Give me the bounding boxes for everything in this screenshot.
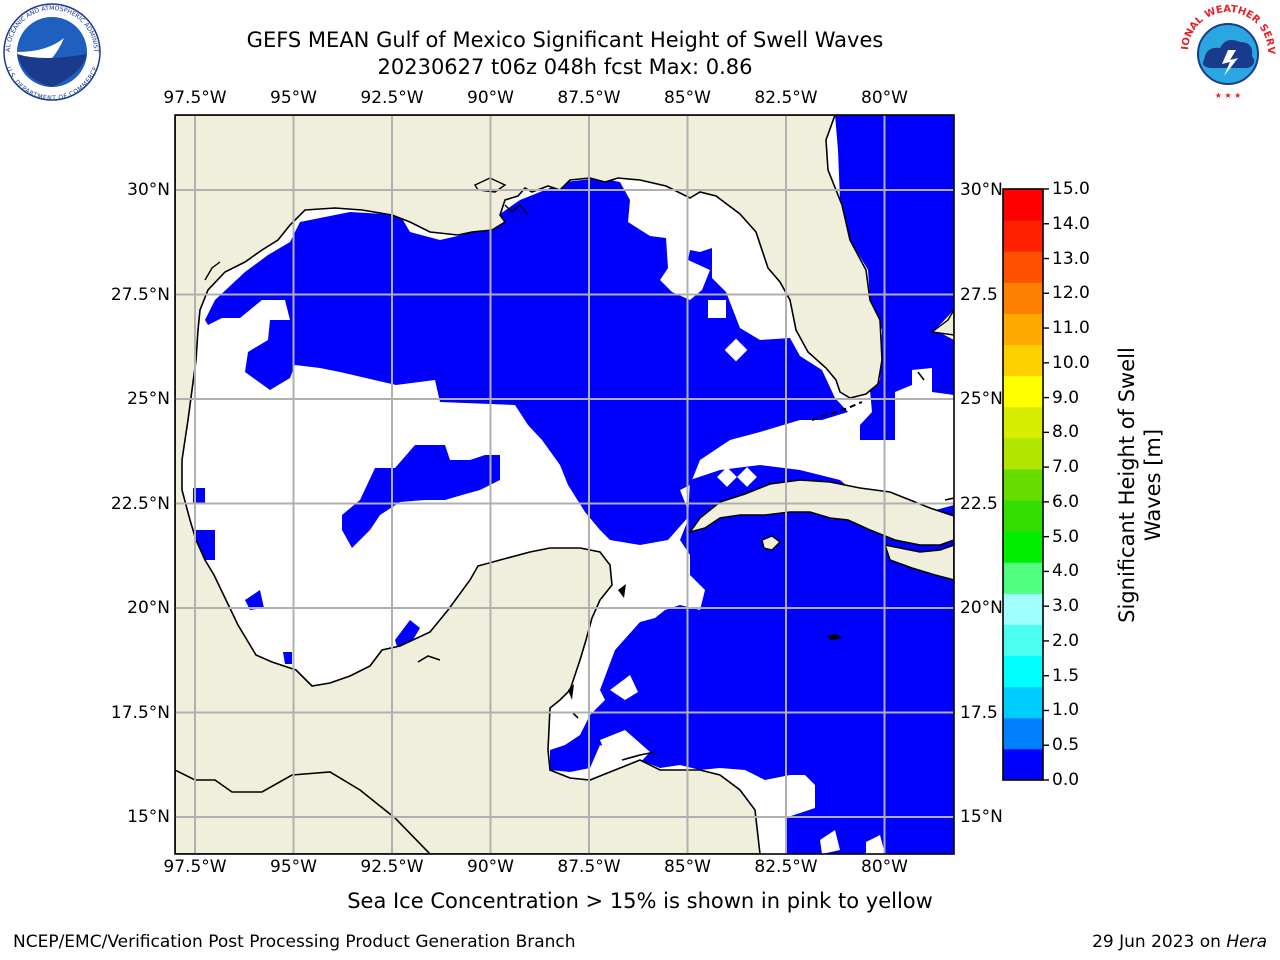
colorbar-band — [1003, 531, 1043, 563]
colorbar-tick-label: 4.0 — [1052, 561, 1080, 582]
swell-region-central — [342, 445, 500, 548]
colorbar-tick-label: 9.0 — [1052, 387, 1080, 408]
colorbar-band — [1003, 593, 1043, 625]
sea-ice-note: Sea Ice Concentration > 15% is shown in … — [347, 889, 933, 913]
map-title: GEFS MEAN Gulf of Mexico Significant Hei… — [246, 28, 884, 52]
longitude-tick-label: 95°W — [270, 88, 317, 108]
longitude-tick-label: 97.5°W — [163, 88, 227, 108]
longitude-tick-label: 97.5°W — [163, 857, 227, 877]
swell-region-caribbean — [550, 465, 954, 854]
colorbar-tick-label: 15.0 — [1052, 179, 1090, 199]
longitude-tick-label: 92.5°W — [360, 88, 424, 108]
longitude-tick-label: 92.5°W — [360, 857, 424, 877]
latitude-tick-label: 30°N — [127, 180, 170, 200]
latitude-tick-label: 15°N — [127, 807, 170, 827]
colorbar-tick-label: 8.0 — [1052, 422, 1080, 443]
nws-logo: NATIONAL WEATHER SERVICE ★ ★ ★ — [1178, 2, 1276, 100]
colorbar-label: Significant Height of Swell Waves [m] — [1115, 347, 1165, 623]
colorbar-band — [1003, 686, 1043, 719]
latitude-tick-label: 30°N — [960, 180, 1003, 200]
latitude-tick-label: 22.5 — [960, 493, 998, 514]
swell-region-atlantic — [835, 115, 954, 440]
longitude-tick-label: 82.5°W — [754, 857, 818, 877]
colorbar-tick-label: 13.0 — [1052, 248, 1090, 269]
colorbar-tick-label: 0.5 — [1052, 735, 1080, 756]
colorbar-band — [1003, 468, 1043, 501]
colorbar-tick-label: 10.0 — [1052, 352, 1090, 373]
colorbar — [1002, 188, 1049, 781]
map-frame — [174, 114, 955, 855]
latitude-tick-label: 27.5°N — [110, 284, 170, 305]
colorbar-band — [1003, 375, 1043, 408]
colorbar-band — [1003, 344, 1043, 377]
longitude-tick-label: 80°W — [861, 857, 908, 877]
longitude-tick-label: 95°W — [270, 857, 317, 877]
longitude-tick-label: 87.5°W — [557, 857, 621, 877]
colorbar-tick-label: 1.0 — [1052, 700, 1080, 721]
colorbar-band — [1003, 220, 1043, 252]
map-gridlines — [175, 115, 954, 854]
latitude-tick-label: 25°N — [960, 389, 1003, 409]
longitude-tick-label: 90°W — [467, 857, 514, 877]
colorbar-band — [1003, 717, 1043, 750]
footer-date: 29 Jun 2023 on Hera — [1092, 932, 1267, 952]
colorbar-band — [1003, 406, 1043, 439]
colorbar-band — [1003, 562, 1043, 594]
colorbar-tick-label: 5.0 — [1052, 526, 1080, 547]
colorbar-tick-label: 11.0 — [1052, 318, 1090, 339]
longitude-tick-label: 87.5°W — [557, 88, 621, 108]
colorbar-band — [1003, 437, 1043, 470]
map-subtitle: 20230627 t06z 048h fcst Max: 0.86 — [377, 55, 753, 79]
latitude-tick-label: 22.5°N — [110, 493, 170, 514]
colorbar-tick-label: 2.0 — [1052, 630, 1080, 651]
longitude-tick-label: 85°W — [664, 88, 711, 108]
colorbar-tick-label: 3.0 — [1052, 596, 1080, 617]
colorbar-band — [1003, 624, 1043, 657]
svg-text:★ ★ ★: ★ ★ ★ — [1215, 91, 1242, 100]
latitude-tick-label: 17.5 — [960, 702, 998, 723]
latitude-tick-label: 25°N — [127, 389, 170, 409]
latitude-tick-label: 20°N — [127, 598, 170, 618]
land-hispaniola — [883, 543, 954, 581]
longitude-tick-label: 80°W — [861, 88, 908, 108]
colorbar-band — [1003, 282, 1043, 314]
latitude-tick-label: 20°N — [960, 598, 1003, 618]
noaa-logo: NATIONAL OCEANIC AND ATMOSPHERIC ADMINIS… — [2, 2, 101, 102]
colorbar-band — [1003, 500, 1043, 532]
colorbar-tick-label: 12.0 — [1052, 283, 1090, 304]
colorbar-tick-label: 14.0 — [1052, 213, 1090, 234]
colorbar-tick-label: 0.0 — [1052, 770, 1080, 790]
colorbar-band — [1003, 313, 1043, 346]
colorbar-band — [1003, 189, 1043, 221]
latitude-tick-label: 27.5 — [960, 284, 998, 305]
colorbar-tick-label: 7.0 — [1052, 457, 1080, 478]
longitude-tick-label: 90°W — [467, 88, 514, 108]
colorbar-band — [1003, 748, 1043, 781]
colorbar-band — [1003, 251, 1043, 283]
longitude-tick-label: 85°W — [664, 857, 711, 877]
land-us-mexico — [175, 115, 883, 854]
land-cuba — [688, 479, 954, 546]
colorbar-band — [1003, 655, 1043, 688]
latitude-tick-label: 17.5°N — [110, 702, 170, 723]
footer-credit: NCEP/EMC/Verification Post Processing Pr… — [13, 932, 576, 952]
latitude-tick-label: 15°N — [960, 807, 1003, 827]
longitude-tick-label: 82.5°W — [754, 88, 818, 108]
colorbar-tick-label: 6.0 — [1052, 491, 1080, 512]
colorbar-tick-label: 1.5 — [1052, 665, 1080, 686]
